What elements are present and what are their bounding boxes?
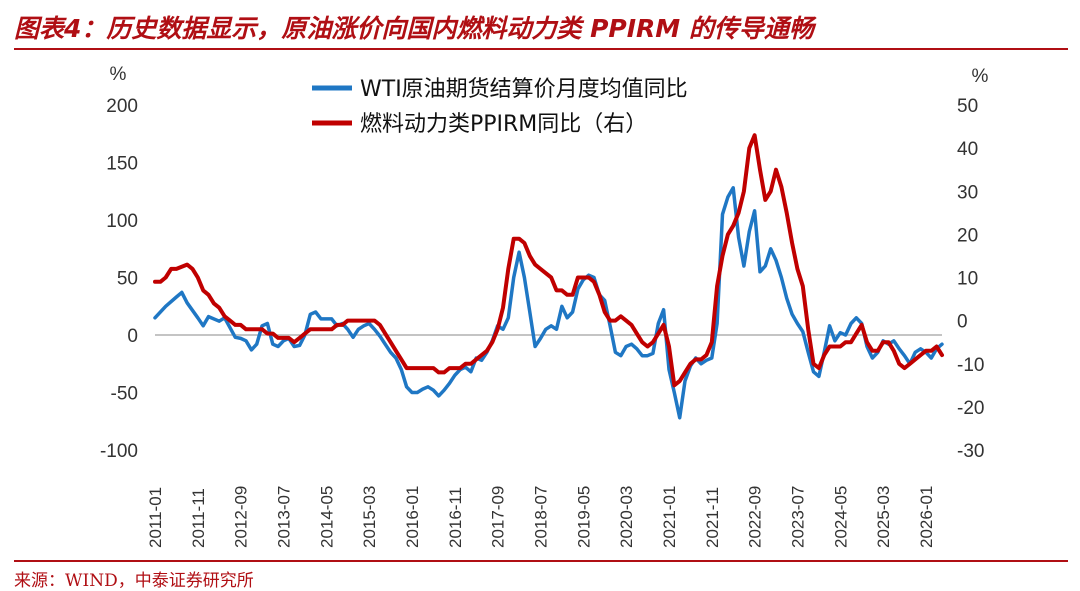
title-bar: 图表4：历史数据显示，原油涨价向国内燃料动力类 PPIRM 的传导通畅 — [0, 0, 1080, 50]
x-tick-label: 2025-03 — [874, 486, 893, 548]
x-tick-label: 2018-07 — [531, 486, 550, 548]
x-tick-label: 2012-09 — [232, 486, 251, 548]
x-tick-label: 2015-03 — [360, 486, 379, 548]
x-tick-label: 2016-01 — [403, 486, 422, 548]
right-y-tick-label: 40 — [957, 139, 978, 160]
left-y-tick-label: -100 — [100, 441, 138, 462]
right-y-tick-label: -30 — [957, 441, 984, 462]
right-axis: % 50 40 30 20 10 0 -10 -20 -30 — [957, 66, 989, 462]
x-axis: 2011-01 2011-11 2012-09 2013-07 2014-05 2015-… — [146, 334, 942, 548]
series-layer — [153, 133, 944, 420]
right-y-tick-label: 0 — [957, 312, 968, 333]
x-tick-label: 2021-01 — [660, 486, 679, 548]
x-tick-label: 2014-05 — [317, 486, 336, 548]
x-tick-label: 2024-05 — [831, 486, 850, 548]
x-tick-label: 2026-01 — [917, 486, 936, 548]
left-y-tick-label: 100 — [106, 211, 138, 232]
x-tick-label: 2019-05 — [574, 486, 593, 548]
footer-divider — [14, 560, 1068, 562]
left-y-tick-label: 150 — [106, 154, 138, 175]
x-tick-label: 2020-03 — [617, 486, 636, 548]
left-axis: % 200 150 100 50 0 -50 -100 — [100, 64, 138, 462]
left-y-tick-label: 50 — [117, 269, 138, 290]
right-y-tick-label: 50 — [957, 96, 978, 117]
x-tick-label: 2022-09 — [746, 486, 765, 548]
right-y-tick-label: 10 — [957, 269, 978, 290]
chart-title: 图表4：历史数据显示，原油涨价向国内燃料动力类 PPIRM 的传导通畅 — [14, 14, 814, 43]
right-y-tick-label: -10 — [957, 355, 984, 376]
title-divider — [14, 48, 1068, 50]
x-tick-label: 2011-01 — [146, 487, 165, 548]
left-axis-unit: % — [110, 64, 127, 85]
source-note: 来源：WIND，中泰证券研究所 — [14, 571, 254, 591]
x-tick-label: 2011-11 — [189, 488, 208, 548]
x-tick-label: 2013-07 — [274, 486, 293, 548]
x-tick-label: 2021-11 — [703, 487, 722, 548]
series-line-ppirm — [153, 133, 944, 388]
series-line-wti — [153, 186, 944, 420]
x-tick-label: 2016-11 — [446, 487, 465, 548]
legend-label-ppirm: 燃料动力类PPIRM同比（右） — [360, 112, 647, 137]
right-y-tick-label: 30 — [957, 182, 978, 203]
right-axis-unit: % — [972, 66, 989, 87]
x-tick-label: 2023-07 — [788, 486, 807, 548]
left-y-tick-label: 0 — [127, 326, 138, 347]
right-y-tick-label: -20 — [957, 398, 984, 419]
x-tick-label: 2017-09 — [489, 486, 508, 548]
legend-label-wti: WTI原油期货结算价月度均值同比 — [360, 77, 688, 102]
left-y-tick-label: 200 — [106, 96, 138, 117]
right-y-tick-label: 20 — [957, 225, 978, 246]
left-y-tick-label: -50 — [111, 384, 138, 405]
